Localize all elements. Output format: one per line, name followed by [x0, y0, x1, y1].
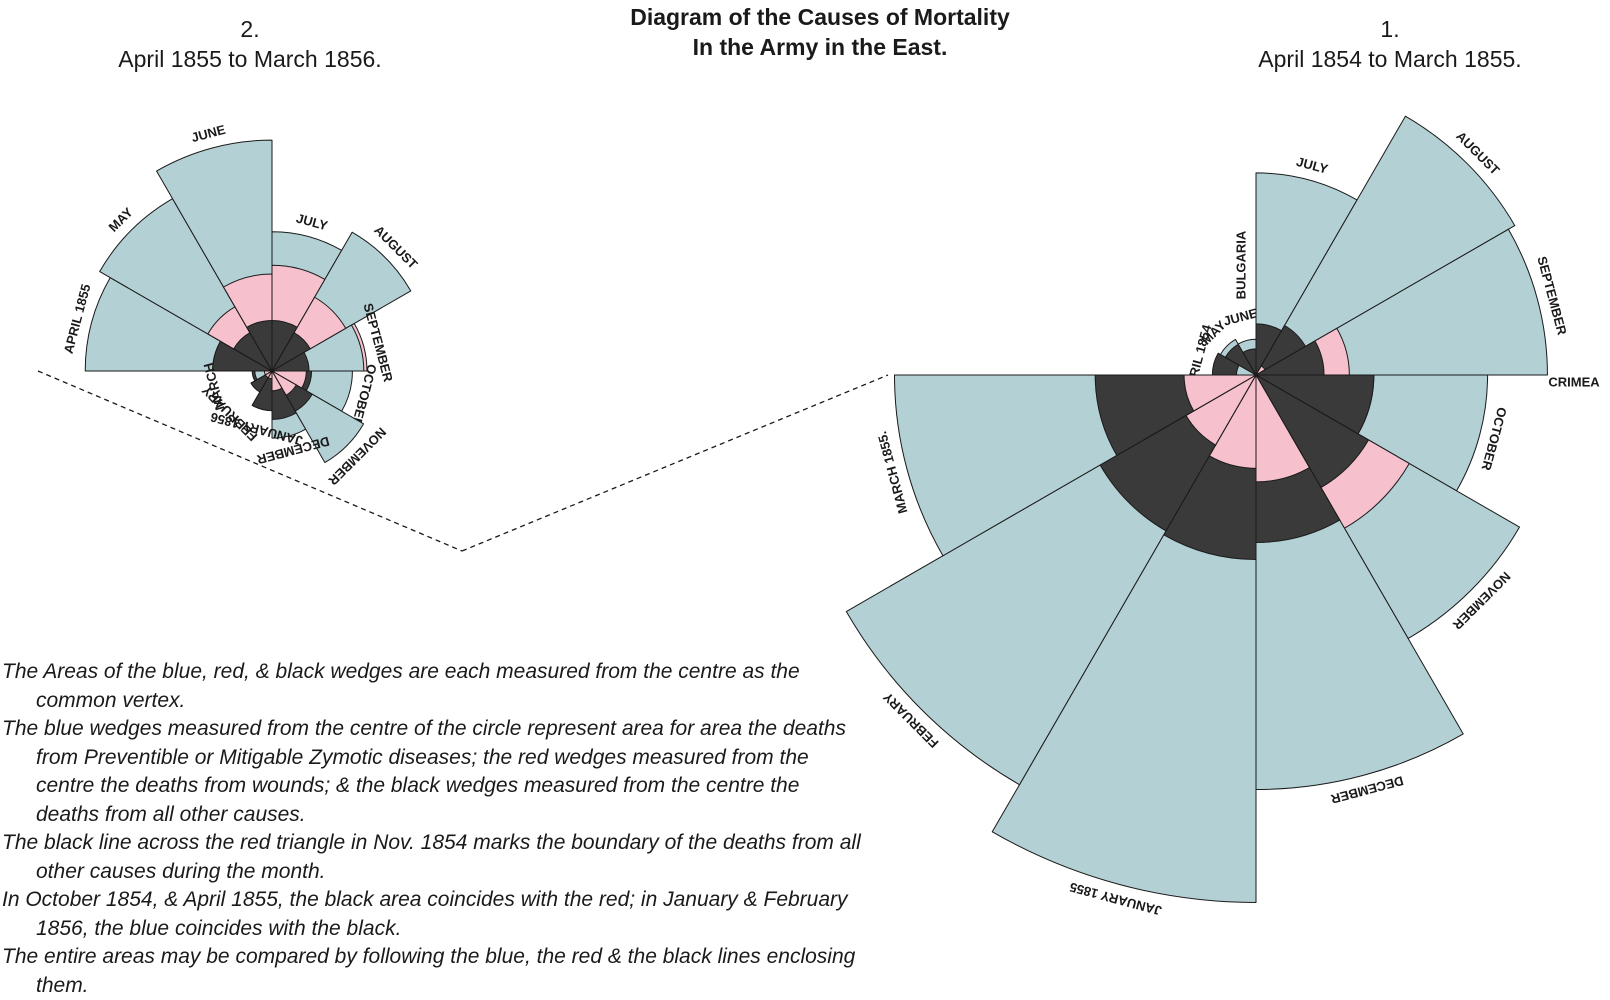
chart-title: Diagram of the Causes of Mortality In th… — [505, 2, 1135, 62]
panel-1-number: 1. — [1380, 16, 1400, 42]
panel-2-march-wounds-wedge — [263, 370, 273, 376]
panel-2-month-label-june: JUNE — [190, 122, 228, 146]
panel-1-month-label-july: JULY — [1295, 154, 1330, 177]
panel-1-heading: 1. April 1854 to March 1855. — [1180, 14, 1600, 74]
panel-1-month-label-june: JUNE — [1222, 305, 1260, 329]
panel-1-march-1855-wounds-wedge — [1183, 374, 1257, 412]
panel-2-wedges: APRIL 1855MAYJUNEJULYAUGUSTSEPTEMBEROCTO… — [61, 122, 421, 489]
connector-line-right — [461, 374, 889, 552]
chart-title-line-1: Diagram of the Causes of Mortality — [630, 4, 1010, 30]
panel-1-annotation-crimea: CRIMEA — [1548, 374, 1600, 389]
panel-2-heading: 2. April 1855 to March 1856. — [60, 14, 440, 74]
legend-text: The Areas of the blue, red, & black wedg… — [2, 658, 862, 1000]
legend-paragraph-3: The black line across the red triangle i… — [2, 831, 861, 883]
legend-paragraph-1: The Areas of the blue, red, & black wedg… — [2, 660, 800, 712]
legend-paragraph-4: In October 1854, & April 1855, the black… — [2, 888, 848, 940]
panel-1-period: April 1854 to March 1855. — [1258, 46, 1522, 72]
legend-paragraph-2: The blue wedges measured from the centre… — [2, 717, 846, 826]
panel-1-august-zymotic-wedge — [1255, 115, 1516, 376]
panel-2-month-label-july: JULY — [295, 210, 330, 233]
legend-paragraph-5: The entire areas may be compared by foll… — [2, 945, 856, 997]
panel-1-annotation-bulgaria: BULGARIA — [1233, 230, 1248, 299]
panel-2-number: 2. — [240, 16, 260, 42]
panel-1-july-zymotic-wedge — [1255, 172, 1358, 376]
panel-2-period: April 1855 to March 1856. — [118, 46, 382, 72]
chart-title-line-2: In the Army in the East. — [692, 34, 948, 60]
panel-2-january-1856-other-wedge — [251, 370, 273, 412]
connector-line-left — [37, 370, 463, 552]
